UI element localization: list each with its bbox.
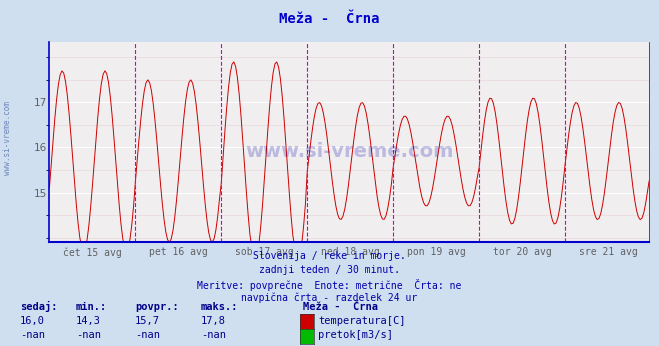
Text: Slovenija / reke in morje.: Slovenija / reke in morje. <box>253 251 406 261</box>
Text: 14,3: 14,3 <box>76 316 101 326</box>
Text: navpična črta - razdelek 24 ur: navpična črta - razdelek 24 ur <box>241 292 418 303</box>
Text: www.si-vreme.com: www.si-vreme.com <box>3 101 13 175</box>
Text: -nan: -nan <box>201 330 226 340</box>
Text: temperatura[C]: temperatura[C] <box>318 316 406 326</box>
Text: zadnji teden / 30 minut.: zadnji teden / 30 minut. <box>259 265 400 275</box>
Text: -nan: -nan <box>20 330 45 340</box>
Text: Meritve: povprečne  Enote: metrične  Črta: ne: Meritve: povprečne Enote: metrične Črta:… <box>197 279 462 291</box>
Text: povpr.:: povpr.: <box>135 302 179 312</box>
Text: pretok[m3/s]: pretok[m3/s] <box>318 330 393 340</box>
Text: -nan: -nan <box>135 330 160 340</box>
Text: min.:: min.: <box>76 302 107 312</box>
Text: -nan: -nan <box>76 330 101 340</box>
Text: www.si-vreme.com: www.si-vreme.com <box>245 143 453 161</box>
Text: Meža -  Črna: Meža - Črna <box>279 12 380 26</box>
Text: 17,8: 17,8 <box>201 316 226 326</box>
Text: 16,0: 16,0 <box>20 316 45 326</box>
Text: 15,7: 15,7 <box>135 316 160 326</box>
Text: maks.:: maks.: <box>201 302 239 312</box>
Text: sedaj:: sedaj: <box>20 301 57 312</box>
Text: Meža -  Črna: Meža - Črna <box>303 302 378 312</box>
